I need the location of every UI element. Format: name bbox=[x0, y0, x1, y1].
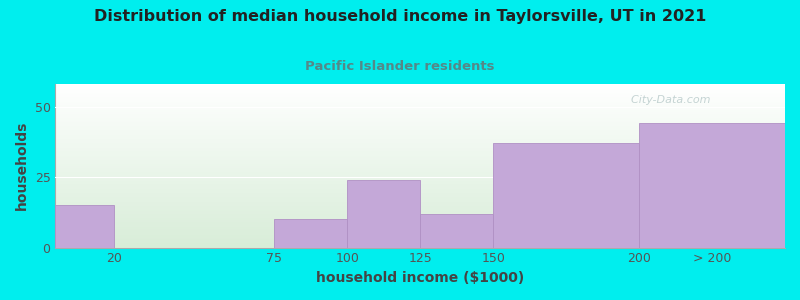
Bar bbox=[347, 180, 420, 248]
Bar bbox=[55, 205, 114, 248]
Bar bbox=[274, 219, 347, 247]
Text: Distribution of median household income in Taylorsville, UT in 2021: Distribution of median household income … bbox=[94, 9, 706, 24]
Bar bbox=[420, 214, 493, 248]
Bar bbox=[493, 143, 639, 248]
Text: Pacific Islander residents: Pacific Islander residents bbox=[306, 60, 494, 73]
X-axis label: household income ($1000): household income ($1000) bbox=[316, 271, 524, 285]
Y-axis label: households: households bbox=[15, 121, 29, 211]
Text: City-Data.com: City-Data.com bbox=[625, 95, 711, 106]
Bar bbox=[639, 124, 785, 248]
